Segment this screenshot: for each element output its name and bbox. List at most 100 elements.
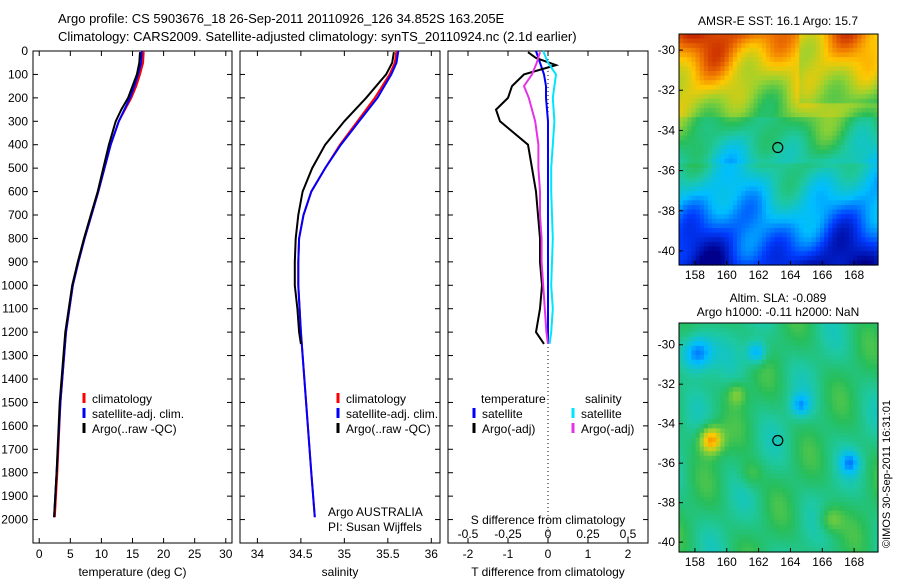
sst-map-cell bbox=[811, 251, 817, 257]
sst-map-cell bbox=[832, 181, 838, 188]
sst-map-cell bbox=[745, 126, 751, 132]
sst-map-cell bbox=[720, 260, 726, 266]
sst-map-cell bbox=[828, 237, 833, 243]
salinity-legend-entry-2: Argo(..raw -QC) bbox=[346, 422, 431, 436]
sst-map-cell bbox=[753, 107, 759, 114]
salinity-series-2 bbox=[293, 52, 395, 345]
sst-map-cell bbox=[795, 209, 800, 215]
sst-map-cell bbox=[799, 200, 804, 206]
sla-map-cell bbox=[708, 368, 713, 374]
sla-map-cell bbox=[807, 359, 813, 365]
sla-map-cell bbox=[844, 414, 850, 420]
salinity-x-tick-label: 34.5 bbox=[289, 547, 313, 561]
sst-map-cell bbox=[703, 94, 709, 100]
sla-map-cell bbox=[853, 529, 858, 535]
sst-map-cell bbox=[840, 126, 846, 132]
sst-map-cell bbox=[857, 75, 863, 81]
sla-map-cell bbox=[790, 355, 796, 361]
sst-map-cell bbox=[691, 38, 697, 44]
sst-map-cell bbox=[824, 57, 829, 63]
sla-map-cell bbox=[770, 542, 775, 549]
sst-map-cell bbox=[683, 186, 688, 192]
sla-map-cell bbox=[732, 341, 738, 347]
sst-map-cell bbox=[724, 52, 730, 58]
sst-map-cell bbox=[770, 121, 775, 127]
sla-map-cell bbox=[803, 432, 809, 439]
sla-map-cell bbox=[819, 323, 825, 329]
sst-map-cell bbox=[703, 177, 709, 183]
sst-map-cell bbox=[786, 172, 792, 178]
sla-map-cell bbox=[869, 355, 875, 361]
sla-map-cell bbox=[828, 382, 833, 388]
sla-map-cell bbox=[807, 327, 813, 333]
sst-map-cell bbox=[795, 89, 800, 95]
sla-map-cell bbox=[869, 368, 875, 374]
sla-map-cell bbox=[687, 442, 693, 448]
sla-map-cell bbox=[799, 478, 804, 484]
sla-map-cell bbox=[840, 341, 846, 347]
sla-map-cell bbox=[712, 332, 717, 338]
sla-map-cell bbox=[749, 478, 755, 484]
sla-map-cell bbox=[741, 414, 746, 420]
sla-map-cell bbox=[724, 542, 730, 549]
sla-map-cell bbox=[724, 364, 730, 370]
sla-map-cell bbox=[815, 387, 821, 393]
sst-map-cell bbox=[815, 103, 821, 109]
sst-map-cell bbox=[774, 112, 780, 118]
sla-map-cell bbox=[708, 359, 713, 365]
sla-map-cell bbox=[836, 469, 842, 475]
sst-map-cell bbox=[869, 246, 875, 252]
sst-map-cell bbox=[819, 135, 825, 141]
sst-map-cell bbox=[865, 38, 871, 44]
sla-map-cell bbox=[753, 469, 759, 475]
sst-map-cell bbox=[782, 103, 788, 109]
sla-map-cell bbox=[695, 341, 701, 347]
sla-map-cell bbox=[766, 327, 771, 333]
sst-map-cell bbox=[857, 223, 863, 229]
sst-map-cell bbox=[799, 241, 804, 248]
sst-map-cell bbox=[832, 200, 838, 206]
sla-map-cell bbox=[799, 432, 804, 439]
sst-map-cell bbox=[761, 209, 767, 215]
sla-map-cell bbox=[687, 506, 693, 512]
sst-map-cell bbox=[683, 34, 688, 40]
sst-map-cell bbox=[807, 223, 813, 229]
sla-map-cell bbox=[741, 497, 746, 503]
sst-map-cell bbox=[811, 177, 817, 183]
sla-map-cell bbox=[782, 455, 788, 461]
sst-map-cell bbox=[761, 66, 767, 72]
sla-map-cell bbox=[803, 460, 809, 466]
sst-map-cell bbox=[679, 135, 684, 141]
sla-map-cell bbox=[703, 396, 709, 402]
sla-map-cell bbox=[695, 529, 701, 535]
sst-map-cell bbox=[749, 89, 755, 95]
sla-map-cell bbox=[811, 442, 817, 448]
sla-map-cell bbox=[695, 373, 701, 379]
sla-map-cell bbox=[815, 474, 821, 480]
sla-map-cell bbox=[728, 391, 734, 397]
sla-map-cell bbox=[865, 428, 871, 434]
sla-map-cell bbox=[857, 455, 863, 461]
sst-map-cell bbox=[770, 66, 775, 72]
sla-map-cell bbox=[828, 533, 833, 539]
sla-map-cell bbox=[741, 332, 746, 338]
sst-map-cell bbox=[790, 70, 796, 77]
sla-map-cell bbox=[741, 419, 746, 425]
sst-map-cell bbox=[716, 163, 722, 169]
sst-map-cell bbox=[687, 158, 693, 164]
sst-map-cell bbox=[679, 103, 684, 109]
sst-map-cell bbox=[790, 94, 796, 100]
sla-map-cell bbox=[840, 391, 846, 397]
sla-map-cell bbox=[728, 432, 734, 439]
sst-map-cell bbox=[861, 70, 867, 77]
sst-map-cell bbox=[848, 223, 854, 229]
sst-map-cell bbox=[728, 149, 734, 155]
sla-map-cell bbox=[828, 373, 833, 379]
sla-map-cell bbox=[824, 387, 829, 393]
sla-map-cell bbox=[699, 414, 705, 420]
sst-map-cell bbox=[770, 75, 775, 81]
sst-map-cell bbox=[724, 223, 730, 229]
sst-map-cell bbox=[732, 223, 738, 229]
sst-map-cell bbox=[732, 135, 738, 141]
sst-map-cell bbox=[873, 209, 879, 215]
